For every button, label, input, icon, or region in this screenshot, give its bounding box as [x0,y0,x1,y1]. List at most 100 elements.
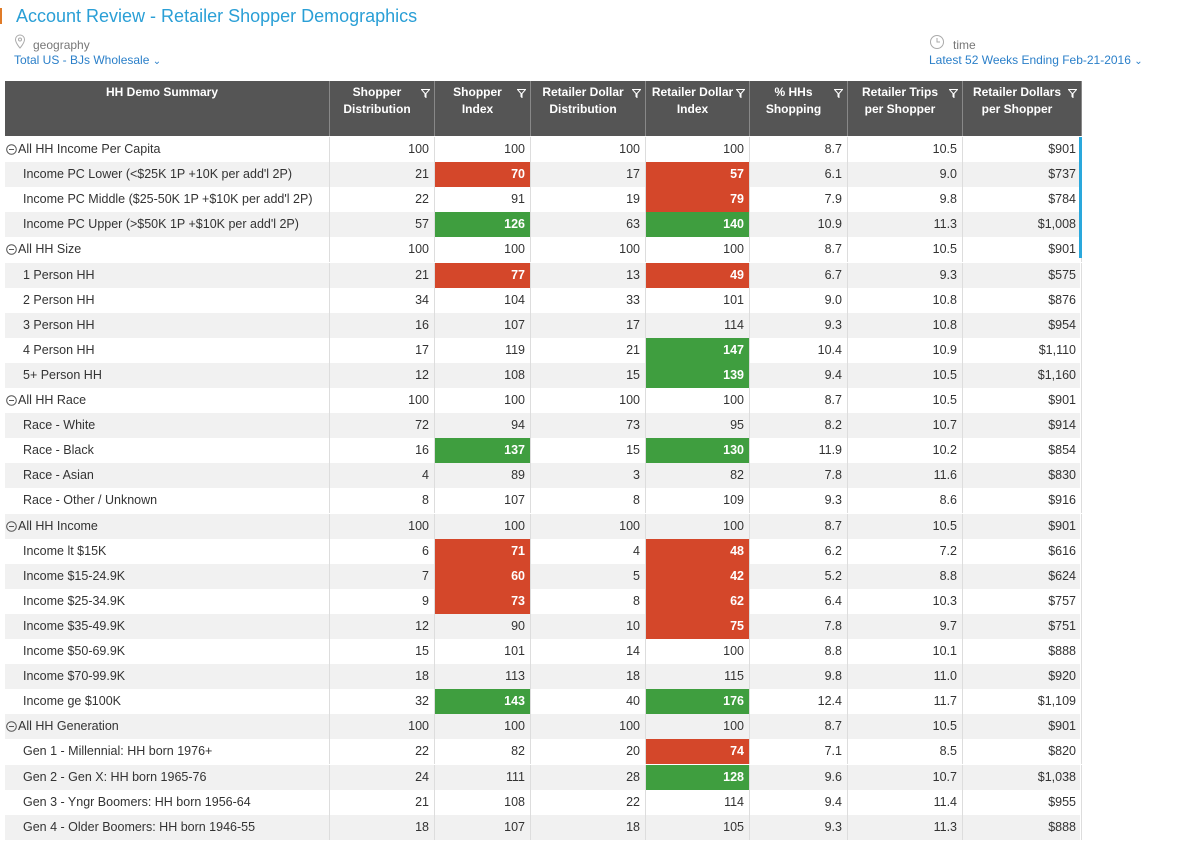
row-label[interactable]: All HH Income [5,513,330,539]
cell-value: 100 [531,237,646,263]
cell-value: 100 [646,388,750,413]
row-label: Income $70-99.9K [5,664,330,690]
column-header-text: Retailer Dollar Distribution [542,85,624,116]
cell-value: 109 [646,488,750,514]
geography-select[interactable]: Total US - BJs Wholesale ⌄ [14,53,162,67]
filter-icon[interactable] [421,89,430,98]
table-row: Race - White 72 94 73 95 8.2 10.7 $914 [5,413,1082,439]
column-header-text: HH Demo Summary [105,85,219,99]
filter-icon[interactable] [632,89,641,98]
table-row: Gen 1 - Millennial: HH born 1976+ 22 82 20 7… [5,739,1082,765]
column-header[interactable]: Retailer Dollar Index [646,81,750,136]
cell-value: 100 [531,137,646,162]
column-header[interactable]: % HHs Shopping [750,81,848,136]
cell-value: 8 [531,588,646,614]
collapse-icon[interactable] [6,244,17,256]
row-label: Race - White [5,413,330,439]
time-select[interactable]: Latest 52 Weeks Ending Feb-21-2016 ⌄ [929,53,1143,67]
cell-value: 73 [435,588,531,614]
row-label: Income PC Middle ($25-50K 1P +$10K per a… [5,187,330,213]
cell-value: 14 [531,639,646,664]
geography-value: Total US - BJs Wholesale [14,53,150,67]
cell-value: $1,109 [963,689,1082,715]
column-header-text: Retailer Dollars per Shopper [972,85,1062,116]
cell-value: 19 [531,187,646,213]
column-header[interactable]: Retailer Dollar Distribution [531,81,646,136]
cell-value: 114 [646,312,750,338]
cell-value: 49 [646,262,750,288]
cell-value: 28 [531,764,646,790]
cell-value: $954 [963,312,1082,338]
cell-value: $624 [963,563,1082,589]
cell-value: 7.8 [750,463,848,489]
row-label[interactable]: All HH Generation [5,714,330,740]
cell-value: $876 [963,287,1082,313]
cell-value: 143 [435,689,531,715]
cell-value: 82 [435,739,531,765]
cell-value: $784 [963,187,1082,213]
page-title: Account Review - Retailer Shopper Demogr… [16,6,418,26]
cell-value: $888 [963,639,1082,664]
column-header[interactable]: Shopper Index [435,81,531,136]
cell-value: $955 [963,789,1082,815]
row-label-text: Race - Black [23,443,94,458]
cell-value: 7.1 [750,739,848,765]
cell-value: 90 [435,613,531,639]
cell-value: 71 [435,538,531,564]
cell-value: 63 [531,212,646,238]
filter-icon[interactable] [1068,89,1077,98]
cell-value: 77 [435,262,531,288]
row-label-text: 4 Person HH [23,342,95,357]
filter-icon[interactable] [834,89,843,98]
cell-value: 107 [435,312,531,338]
column-header[interactable]: Shopper Distribution [330,81,435,136]
row-label[interactable]: All HH Size [5,237,330,263]
cell-value: 100 [435,388,531,413]
table-row: Income ge $100K 32 143 40 176 12.4 11.7 $1,109 [5,689,1082,715]
collapse-icon[interactable] [6,144,17,155]
cell-value: 9.3 [750,814,848,840]
column-header[interactable]: Retailer Dollars per Shopper [963,81,1082,136]
scrollbar[interactable] [1079,137,1082,258]
collapse-icon[interactable] [6,520,17,532]
cell-value: 3 [531,463,646,489]
cell-value: 22 [330,739,435,765]
column-header[interactable]: Retailer Trips per Shopper [848,81,963,136]
filter-icon[interactable] [736,89,745,98]
cell-value: 12.4 [750,689,848,715]
cell-value: 34 [330,287,435,313]
row-label-text: All HH Income [18,518,98,533]
filter-icon[interactable] [949,89,958,98]
filter-icon[interactable] [517,89,526,98]
cell-value: 100 [330,137,435,162]
table-row: Income $50-69.9K 15 101 14 100 8.8 10.1 $888 [5,639,1082,664]
cell-value: 100 [531,513,646,539]
row-label[interactable]: All HH Race [5,388,330,413]
cell-value: 100 [531,388,646,413]
collapse-icon[interactable] [6,395,17,406]
cell-value: 16 [330,312,435,338]
cell-value: 11.3 [848,814,963,840]
row-label-text: All HH Income Per Capita [18,142,161,156]
cell-value: 21 [531,337,646,363]
cell-value: 111 [435,764,531,790]
cell-value: $751 [963,613,1082,639]
cell-value: $901 [963,137,1082,162]
cell-value: 79 [646,187,750,213]
cell-value: 140 [646,212,750,238]
row-label-text: Income $15-24.9K [23,568,126,583]
cell-value: $820 [963,739,1082,765]
cell-value: 10.5 [848,237,963,263]
cell-value: 10.5 [848,388,963,413]
column-header: HH Demo Summary [5,81,330,136]
table-row: 4 Person HH 17 119 21 147 10.4 10.9 $1,110 [5,337,1082,363]
row-label[interactable]: All HH Income Per Capita [5,137,330,162]
cell-value: 8.7 [750,388,848,413]
cell-value: $757 [963,588,1082,614]
cell-value: 42 [646,563,750,589]
data-table: HH Demo Summary Shopper Distribution Shopp… [5,81,1082,849]
cell-value: $737 [963,162,1082,188]
cell-value: 4 [531,538,646,564]
collapse-icon[interactable] [6,721,17,733]
table-row: Income PC Lower (<$25K 1P +10K per add'l… [5,162,1082,188]
